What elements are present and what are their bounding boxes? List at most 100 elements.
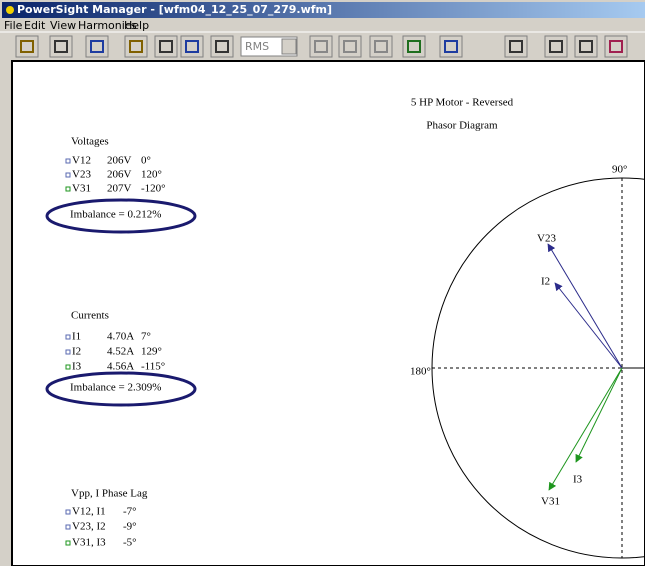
button-icon <box>407 40 421 53</box>
button-icon <box>90 40 104 53</box>
toolbar-button[interactable] <box>369 35 393 58</box>
measurement-value: 4.52A <box>107 346 134 358</box>
toolbar-button[interactable] <box>210 35 234 58</box>
measurement-value: 206V <box>107 169 132 181</box>
button-icon <box>509 40 523 53</box>
legend-marker <box>65 540 71 546</box>
measurement-value: -9° <box>123 521 137 533</box>
axis-label: 90° <box>612 164 627 176</box>
menu-item[interactable]: Help <box>124 19 149 32</box>
measurement-value: I1 <box>72 331 81 343</box>
toolbar-button[interactable] <box>504 35 528 58</box>
toolbar-button[interactable] <box>309 35 333 58</box>
measurement-value: -120° <box>141 183 166 195</box>
mode-value: RMS <box>245 40 269 53</box>
button-icon <box>215 40 229 53</box>
measurement-value: 4.56A <box>107 361 134 373</box>
doc-title: 5 HP Motor - Reversed <box>411 97 514 109</box>
measurement-value: 7° <box>141 331 151 343</box>
legend-marker <box>65 364 71 370</box>
measurement-value: -115° <box>141 361 165 373</box>
window-title: PowerSight Manager - [wfm04_12_25_07_279… <box>17 3 332 16</box>
measurement-value: 0° <box>141 155 151 167</box>
toolbar-button[interactable] <box>439 35 463 58</box>
menu-item[interactable]: File <box>4 19 23 32</box>
button-icon <box>185 40 199 53</box>
toolbar-button[interactable] <box>180 35 204 58</box>
phasor-arrow <box>548 367 623 491</box>
button-icon <box>129 40 143 53</box>
button-icon <box>343 40 357 53</box>
imbalance: Imbalance = 0.212% <box>70 209 161 221</box>
menu-item[interactable]: View <box>50 19 76 32</box>
measurement-value: 120° <box>141 169 162 181</box>
toolbar-button[interactable] <box>154 35 178 58</box>
highlight-ellipse <box>45 371 197 407</box>
phasor-label: V31 <box>541 496 560 508</box>
button-icon <box>549 40 563 53</box>
button-icon <box>20 40 34 53</box>
measurement-value: V12 <box>72 155 91 167</box>
measurement-value: 129° <box>141 346 162 358</box>
measurement-value: 4.70A <box>107 331 134 343</box>
title-bar <box>2 2 645 18</box>
measurement-value: -5° <box>123 537 137 549</box>
toolbar-button[interactable] <box>604 35 628 58</box>
measurement-value: 206V <box>107 155 132 167</box>
toolbar: RMS <box>15 35 628 58</box>
section-heading: Currents <box>71 310 109 322</box>
button-icon <box>609 40 623 53</box>
measurement-value: V23, I2 <box>72 521 106 533</box>
measurement-value: I3 <box>72 361 82 373</box>
button-icon <box>374 40 388 53</box>
toolbar-button[interactable] <box>338 35 362 58</box>
legend-marker <box>65 334 71 340</box>
section-heading: Voltages <box>71 136 109 148</box>
phasor-arrow <box>547 243 623 369</box>
phasor-label: V23 <box>537 233 556 245</box>
legend-marker <box>65 158 71 164</box>
toolbar-button[interactable] <box>544 35 568 58</box>
toolbar-button[interactable] <box>574 35 598 58</box>
toolbar-button[interactable] <box>124 35 148 58</box>
toolbar-button[interactable] <box>85 35 109 58</box>
legend-marker <box>65 349 71 355</box>
legend-marker <box>65 172 71 178</box>
imbalance: Imbalance = 2.309% <box>70 382 161 394</box>
dropdown-arrow[interactable] <box>281 38 297 55</box>
button-icon <box>444 40 458 53</box>
menu-item[interactable]: Edit <box>24 19 46 32</box>
highlight-ellipse <box>45 198 197 234</box>
phasor-label: I2 <box>541 276 550 288</box>
section-heading: Vpp, I Phase Lag <box>71 488 148 500</box>
measurement-value: -7° <box>123 506 137 518</box>
measurement-value: V23 <box>72 169 91 181</box>
legend-marker <box>65 509 71 515</box>
app-icon <box>6 6 14 14</box>
legend-marker <box>65 524 71 530</box>
measurement-value: V12, I1 <box>72 506 106 518</box>
phasor-arrow <box>554 282 623 369</box>
measurement-value: V31 <box>72 183 91 195</box>
legend-marker <box>65 186 71 192</box>
phasor-label: I3 <box>573 474 583 486</box>
document: 5 HP Motor - Reversed Phasor Diagram 90°… <box>45 97 645 559</box>
phasor-arrow <box>575 367 623 463</box>
toolbar-button[interactable] <box>15 35 39 58</box>
measurement-value: 207V <box>107 183 132 195</box>
measurement-lists: Voltages V12 206V 0° V23 206V 120° V31 207V -120°… <box>65 136 166 549</box>
button-icon <box>579 40 593 53</box>
button-icon <box>54 40 68 53</box>
toolbar-button[interactable] <box>49 35 73 58</box>
menu-item[interactable]: Harmonics <box>78 19 137 32</box>
button-icon <box>159 40 173 53</box>
measurement-value: I2 <box>72 346 81 358</box>
measurement-value: V31, I3 <box>72 537 106 549</box>
toolbar-button[interactable] <box>402 35 426 58</box>
button-icon <box>314 40 328 53</box>
document-area <box>11 60 645 566</box>
doc-subtitle: Phasor Diagram <box>426 120 498 132</box>
